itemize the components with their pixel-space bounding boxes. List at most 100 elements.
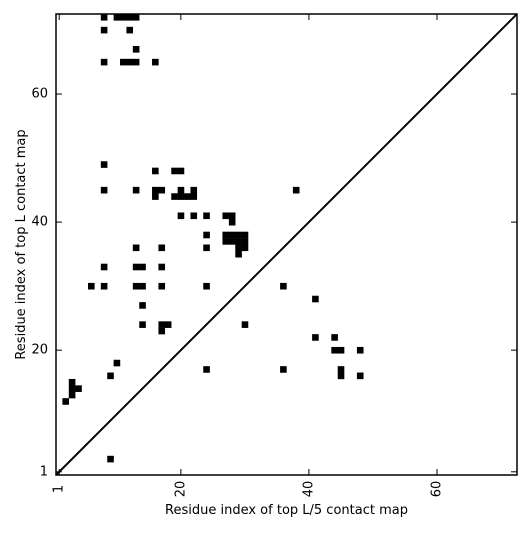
contact-point-upper (152, 58, 159, 66)
y-axis-title: Residue index of top L contact map (14, 129, 29, 359)
contact-point-upper (100, 26, 108, 34)
contact-point-upper (100, 282, 108, 290)
contact-point-upper (184, 193, 191, 200)
contact-point-upper (177, 186, 185, 194)
contact-point-lower (337, 372, 345, 380)
contact-point-upper (235, 250, 242, 258)
contact-point-upper (228, 212, 236, 220)
y-tick-label: 20 (31, 343, 48, 358)
contact-point-upper (126, 14, 134, 21)
contact-point-upper (88, 282, 95, 290)
contact-point-lower (62, 398, 70, 405)
contact-point-upper (241, 238, 249, 245)
contact-point-upper (132, 46, 140, 53)
x-tick-label: 60 (429, 481, 444, 498)
contact-point-upper (222, 238, 230, 245)
contact-point-upper (164, 321, 172, 328)
contact-point-upper (100, 186, 108, 194)
contact-point-upper (158, 186, 166, 194)
contact-point-upper (177, 193, 185, 200)
contact-point-upper (177, 212, 185, 220)
contact-point-lower (107, 455, 114, 463)
contact-point-lower (68, 385, 76, 392)
contact-point-upper (139, 321, 146, 328)
contact-point-upper (190, 193, 198, 200)
contact-point-lower (68, 391, 76, 399)
y-tick-label: 1 (40, 464, 48, 479)
contact-point-upper (158, 321, 166, 328)
contact-point-upper (171, 167, 178, 175)
contact-point-upper (152, 193, 159, 200)
contact-point-upper (152, 186, 159, 194)
contact-point-upper (228, 231, 236, 239)
contact-point-lower (337, 366, 345, 373)
contact-point-upper (139, 263, 146, 271)
contact-point-upper (100, 14, 108, 21)
contact-point-upper (203, 212, 210, 220)
contact-point-upper (100, 58, 108, 66)
diagonal-line (55, 13, 518, 476)
contact-point-upper (139, 282, 146, 290)
contact-point-upper (113, 14, 121, 21)
contact-point-upper (120, 14, 127, 21)
contact-point-upper (241, 231, 249, 239)
plot-frame (55, 13, 518, 476)
contact-point-upper (241, 244, 249, 252)
contact-point-lower (356, 372, 364, 380)
contact-point-upper (228, 238, 236, 245)
contact-point-upper (126, 26, 134, 34)
contact-point-upper (235, 244, 242, 252)
contact-points-layer (62, 14, 364, 463)
contact-point-upper (152, 167, 159, 175)
contact-point-upper (203, 244, 210, 252)
y-tick-label: 40 (31, 215, 48, 230)
contact-point-lower (113, 359, 121, 367)
contact-point-lower (356, 346, 364, 354)
contact-point-upper (126, 58, 134, 66)
contact-point-upper (222, 231, 230, 239)
contact-point-upper (158, 244, 166, 252)
contact-point-upper (222, 212, 230, 220)
contact-point-lower (280, 366, 287, 373)
contact-point-upper (132, 263, 140, 271)
y-ticks-layer: 1 20 40 60 (31, 87, 517, 479)
contact-point-upper (292, 186, 300, 194)
contact-point-upper (190, 212, 198, 220)
x-axis-title: Residue index of top L/5 contact map (165, 503, 408, 518)
contact-point-upper (158, 263, 166, 271)
y-tick-label: 60 (31, 87, 48, 102)
contact-point-upper (235, 238, 242, 245)
contact-point-upper (203, 231, 210, 239)
contact-point-upper (132, 244, 140, 252)
contact-point-lower (75, 385, 82, 392)
contact-point-upper (132, 186, 140, 194)
contact-point-lower (331, 334, 338, 341)
contact-point-upper (132, 282, 140, 290)
contact-point-upper (177, 167, 185, 175)
contact-point-upper (228, 218, 236, 226)
contact-point-upper (241, 321, 249, 328)
contact-point-upper (100, 263, 108, 271)
x-tick-label: 40 (301, 481, 316, 498)
contact-point-lower (331, 346, 338, 354)
contact-point-lower (107, 372, 114, 380)
contact-point-upper (100, 161, 108, 168)
contact-point-upper (132, 14, 140, 21)
contact-point-lower (68, 378, 76, 386)
x-ticks-layer: 1 20 40 60 (52, 14, 444, 498)
contact-point-upper (158, 282, 166, 290)
contact-point-upper (312, 295, 319, 303)
contact-point-upper (280, 282, 287, 290)
x-tick-label: 20 (173, 481, 188, 498)
contact-point-upper (190, 186, 198, 194)
contact-point-upper (171, 193, 178, 200)
contact-point-upper (139, 302, 146, 309)
contact-point-upper (203, 282, 210, 290)
contact-point-upper (158, 327, 166, 335)
contact-point-lower (337, 346, 345, 354)
contact-point-lower (312, 334, 319, 341)
x-tick-label: 1 (52, 485, 67, 493)
contact-point-upper (132, 58, 140, 66)
